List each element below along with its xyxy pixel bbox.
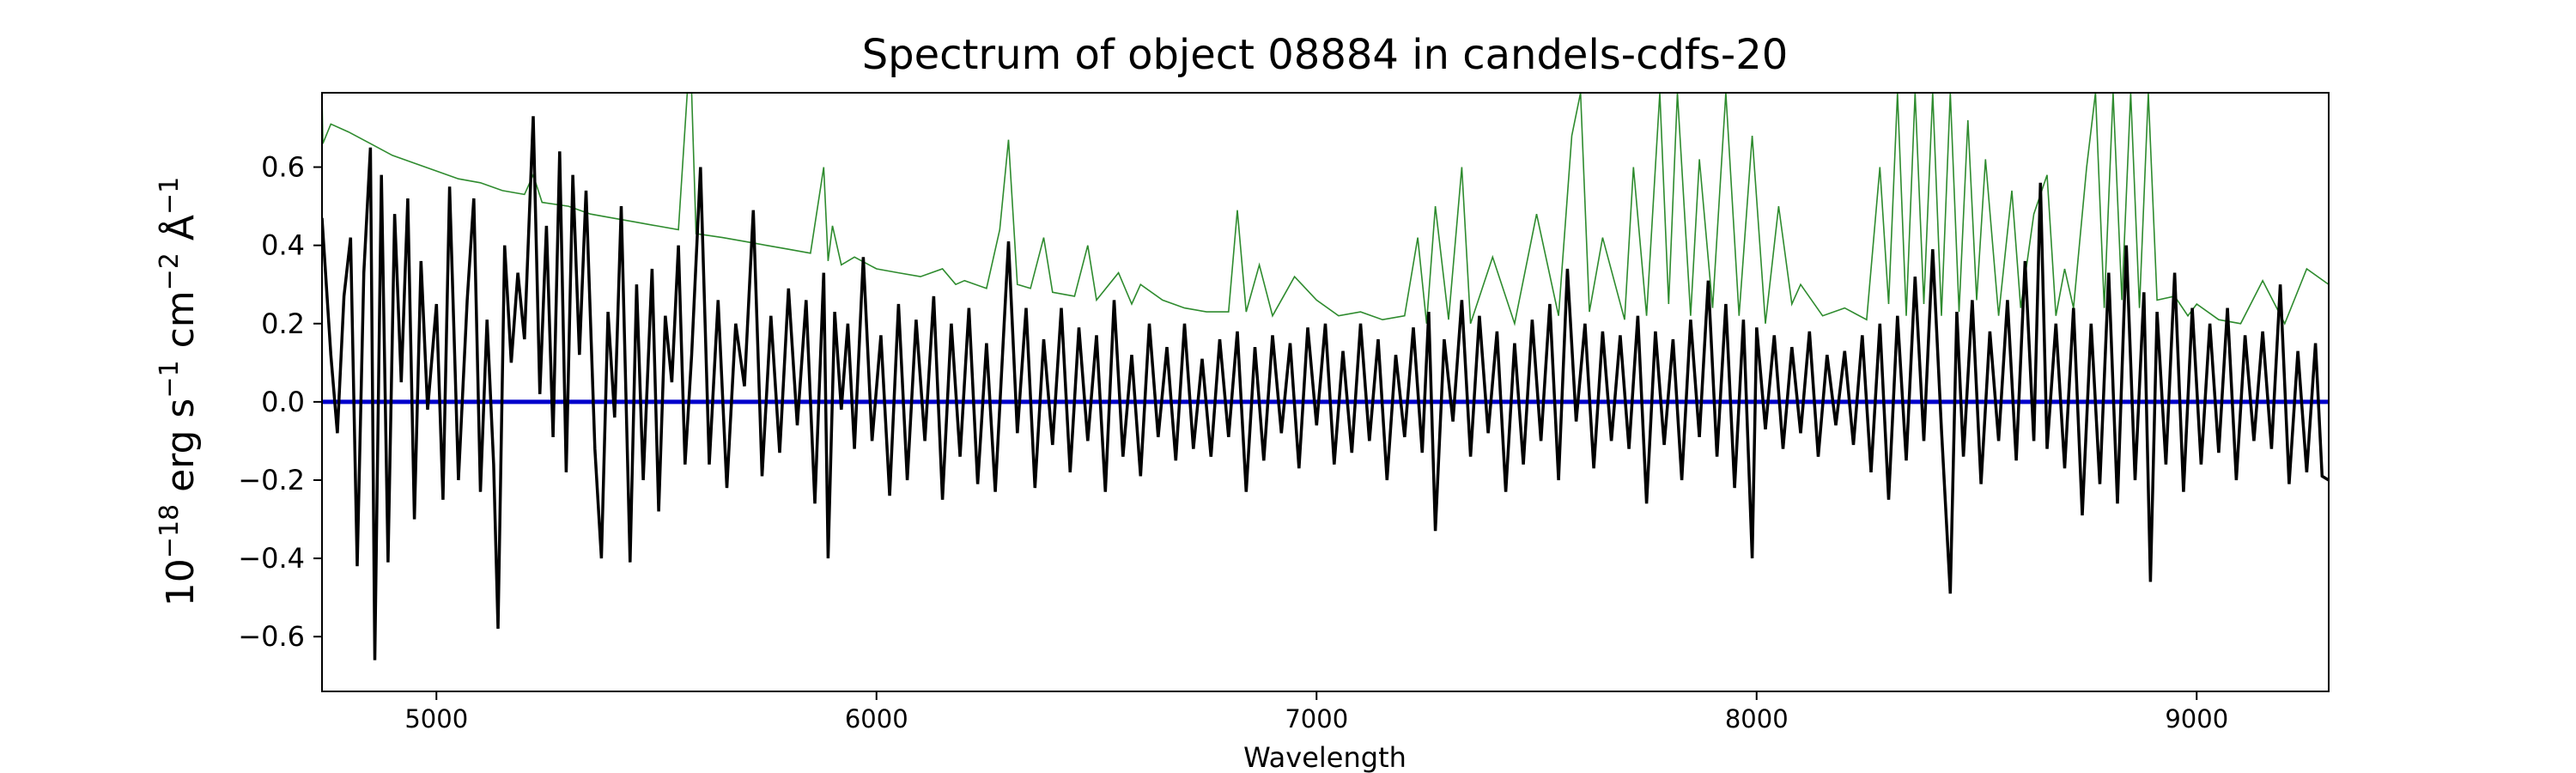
y-tick-label: 0.6 [261, 151, 305, 184]
x-tick-label: 5000 [404, 704, 468, 733]
chart-title: Spectrum of object 08884 in candels-cdfs… [862, 31, 1789, 79]
flux-spectrum-line [322, 116, 2329, 660]
plot-area [322, 93, 2329, 660]
y-tick-label: 0.0 [261, 386, 305, 418]
x-tick-label: 9000 [2165, 704, 2228, 733]
x-axis-label: Wavelength [1243, 741, 1406, 773]
y-tick-label: −0.6 [238, 620, 305, 653]
y-axis: −0.6 −0.4 −0.2 0.0 0.2 0.4 0.6 [238, 151, 322, 653]
y-tick-label: 0.4 [261, 229, 305, 262]
y-axis-label: 10−18 erg s−1 cm−2 Å−1 [155, 177, 203, 606]
y-tick-label: 0.2 [261, 307, 305, 340]
x-tick-label: 6000 [845, 704, 908, 733]
x-tick-label: 7000 [1285, 704, 1348, 733]
x-tick-label: 8000 [1725, 704, 1789, 733]
y-tick-label: −0.2 [238, 464, 305, 496]
plot-frame [321, 92, 2330, 692]
y-tick-label: −0.4 [238, 542, 305, 575]
x-axis: 5000 6000 7000 8000 9000 [404, 691, 2228, 733]
